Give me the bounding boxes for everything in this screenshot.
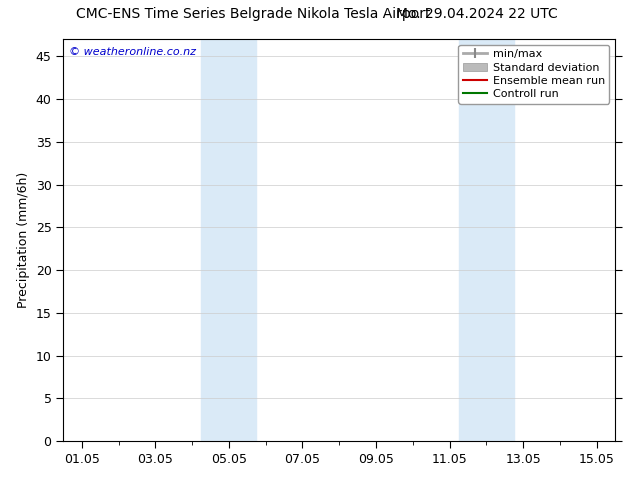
Text: © weatheronline.co.nz: © weatheronline.co.nz (69, 47, 196, 57)
Legend: min/max, Standard deviation, Ensemble mean run, Controll run: min/max, Standard deviation, Ensemble me… (458, 45, 609, 104)
Bar (459, 39, 514, 441)
Text: CMC-ENS Time Series Belgrade Nikola Tesla Airport: CMC-ENS Time Series Belgrade Nikola Tesl… (76, 7, 430, 22)
Text: Mo. 29.04.2024 22 UTC: Mo. 29.04.2024 22 UTC (396, 7, 558, 22)
Bar (202, 39, 256, 441)
Y-axis label: Precipitation (mm/6h): Precipitation (mm/6h) (17, 172, 30, 308)
